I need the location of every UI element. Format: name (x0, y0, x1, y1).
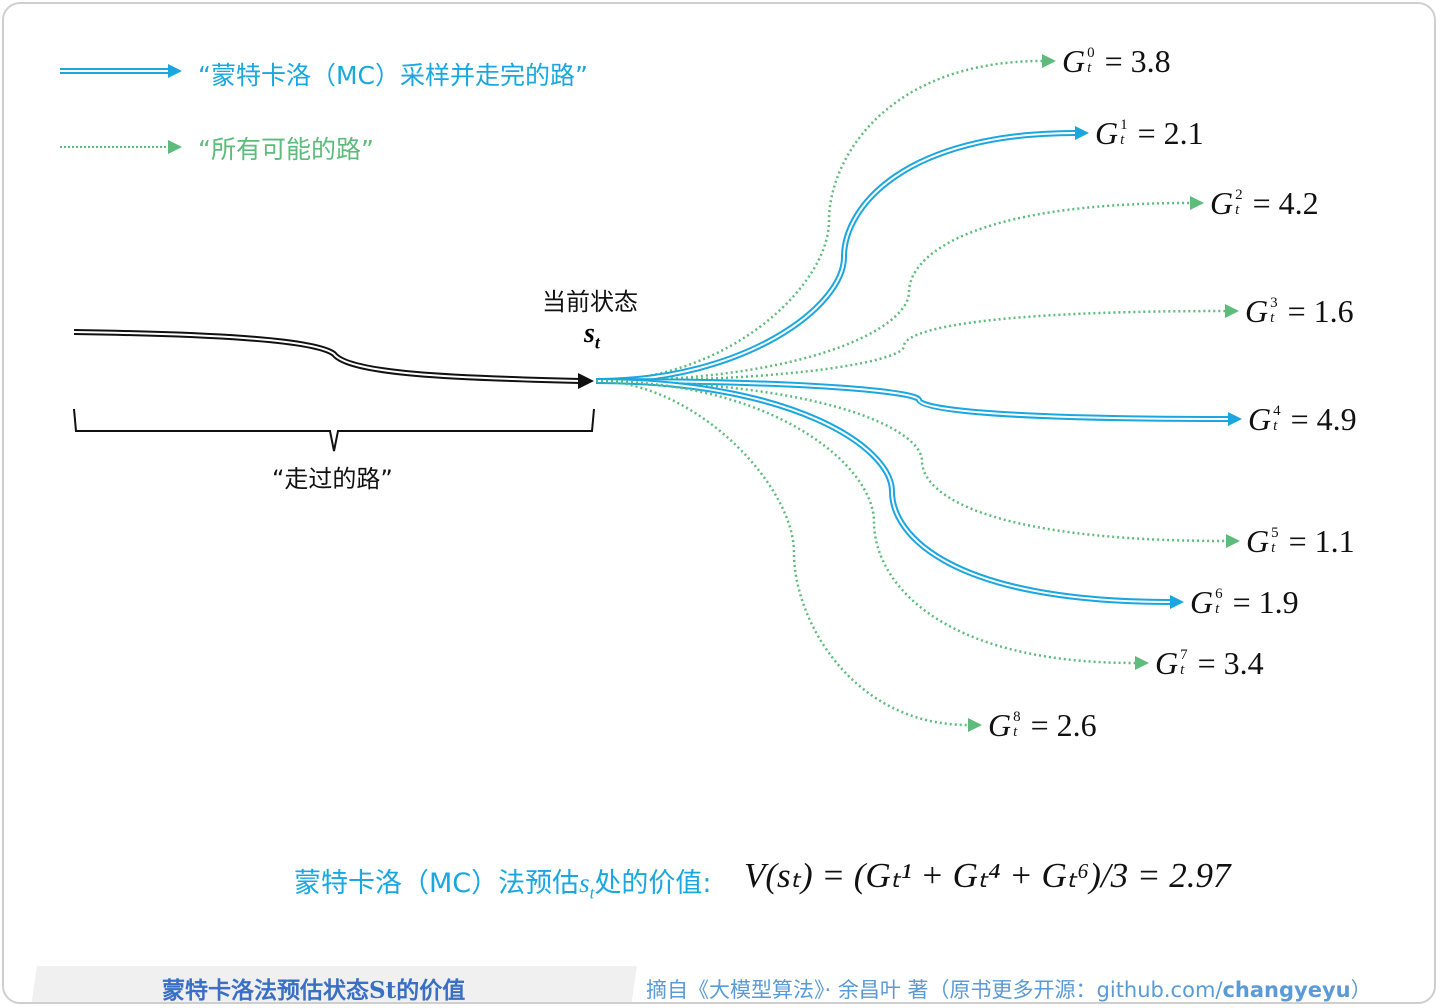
footer-credit: 摘自《大模型算法》· 余昌叶 著（原书更多开源：github.com/chang… (646, 978, 1372, 1002)
sampled-path-4 (595, 378, 1242, 426)
possible-path-3 (595, 304, 1239, 383)
formula-expression: V(sₜ) = (Gₜ¹ + Gₜ⁴ + Gₜ⁶)/3 = 2.97 (744, 856, 1231, 895)
possible-path-7 (595, 379, 1149, 670)
arrowhead (1042, 54, 1056, 68)
sampled-path-1 (595, 126, 1089, 384)
state-title: 当前状态 (542, 288, 638, 316)
return-symbol: G (1210, 185, 1234, 221)
possible-path-5 (595, 379, 1240, 548)
legend-possible-label: “所有可能的路” (198, 135, 374, 164)
return-label-0: G 0 t = 3.8 (1062, 43, 1171, 79)
legend-possible-line (60, 140, 182, 154)
arrowhead (1225, 304, 1239, 318)
arrowhead (1075, 126, 1089, 140)
return-symbol: G (1155, 645, 1179, 681)
return-symbol: G (1246, 523, 1270, 559)
return-symbol: G (988, 707, 1012, 743)
footer-title: 蒙特卡洛法预估状态St的价值 (162, 977, 466, 1004)
return-label-4: G 4 t = 4.9 (1248, 401, 1357, 437)
past-brace (73, 408, 595, 452)
state-symbol: st (584, 318, 600, 353)
return-symbol: G (1248, 401, 1272, 437)
return-label-8: G 8 t = 2.6 (988, 707, 1097, 743)
return-label-2: G 2 t = 4.2 (1210, 185, 1319, 221)
return-symbol: G (1062, 43, 1086, 79)
arrowhead (1170, 595, 1184, 609)
past-path (73, 329, 594, 389)
return-label-3: G 3 t = 1.6 (1245, 293, 1354, 329)
paths-canvas (60, 54, 1242, 732)
arrowhead (1228, 412, 1242, 426)
legend-sampled-label: “蒙特卡洛（MC）采样并走完的路” (198, 61, 588, 90)
arrowhead (1190, 196, 1204, 210)
possible-path-2 (595, 196, 1204, 383)
return-symbol: G (1095, 115, 1119, 151)
return-label-1: G 1 t = 2.1 (1095, 115, 1204, 151)
return-label-6: G 6 t = 1.9 (1190, 584, 1299, 620)
past-label: “走过的路” (272, 465, 393, 493)
arrowhead (968, 718, 982, 732)
arrowhead (1135, 656, 1149, 670)
return-symbol: G (1245, 293, 1269, 329)
legend-sampled-line (60, 64, 182, 78)
possible-path-8 (595, 379, 982, 732)
return-symbol: G (1190, 584, 1214, 620)
return-label-5: G 5 t = 1.1 (1246, 523, 1355, 559)
sampled-path-6 (595, 378, 1184, 609)
formula-label: 蒙特卡洛（MC）法预估st处的价值: (294, 868, 712, 903)
possible-path-0 (595, 54, 1056, 383)
arrowhead (1226, 534, 1240, 548)
return-label-7: G 7 t = 3.4 (1155, 645, 1264, 681)
